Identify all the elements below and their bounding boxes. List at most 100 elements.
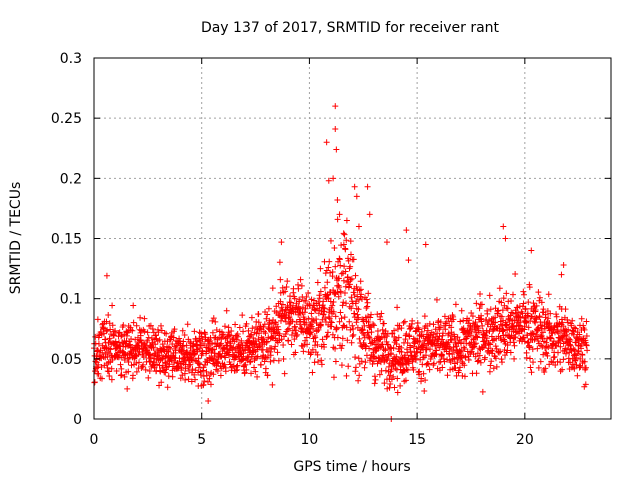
data-point [326, 258, 333, 265]
data-point [327, 298, 334, 305]
data-point [578, 345, 585, 352]
data-point [343, 324, 350, 331]
data-point [517, 319, 524, 326]
data-point [581, 326, 588, 333]
data-point [560, 340, 567, 347]
data-point [239, 356, 246, 363]
data-point [347, 238, 354, 245]
data-point [529, 330, 536, 337]
data-point [336, 211, 343, 218]
data-point [355, 314, 362, 321]
data-point [562, 350, 569, 357]
data-point [107, 326, 114, 333]
data-point [539, 329, 546, 336]
data-point [403, 366, 410, 373]
data-point [187, 338, 194, 345]
data-point [466, 322, 473, 329]
data-point [160, 344, 167, 351]
data-point [286, 314, 293, 321]
data-point [317, 288, 324, 295]
data-point [164, 348, 171, 355]
data-point [461, 362, 468, 369]
data-point [504, 342, 511, 349]
y-axis-label: SRMTID / TECUs [8, 182, 24, 295]
data-point [284, 278, 291, 285]
data-point [308, 310, 315, 317]
data-point [248, 314, 255, 321]
data-point [398, 349, 405, 356]
data-point [282, 288, 289, 295]
data-point [487, 306, 494, 313]
data-point [365, 333, 372, 340]
data-point [340, 322, 347, 329]
data-point [263, 338, 270, 345]
data-point [400, 319, 407, 326]
data-point [321, 343, 328, 350]
data-point [338, 242, 345, 249]
data-point [519, 310, 526, 317]
data-point [559, 366, 566, 373]
data-point [502, 235, 509, 242]
data-point [201, 340, 208, 347]
data-point [394, 375, 401, 382]
data-point [498, 313, 505, 320]
data-point [274, 323, 281, 330]
data-point [196, 361, 203, 368]
data-point [319, 336, 326, 343]
data-point [582, 381, 589, 388]
data-point [149, 339, 156, 346]
data-point [232, 321, 239, 328]
data-point [178, 364, 185, 371]
data-point [285, 337, 292, 344]
data-point [179, 372, 186, 379]
data-point [288, 332, 295, 339]
data-point [296, 298, 303, 305]
data-point [546, 361, 553, 368]
data-point [264, 354, 271, 361]
data-point [569, 317, 576, 324]
data-point [391, 327, 398, 334]
data-point [291, 295, 298, 302]
data-point [128, 335, 135, 342]
data-point [443, 318, 450, 325]
data-point [292, 349, 299, 356]
data-point [277, 289, 284, 296]
y-tick-label: 0 [73, 412, 82, 428]
data-point [267, 348, 274, 355]
data-point [533, 302, 540, 309]
data-point [324, 329, 331, 336]
data-point [321, 284, 328, 291]
data-point [167, 345, 174, 352]
data-point [424, 327, 431, 334]
data-point [484, 310, 491, 317]
data-point [520, 291, 527, 298]
data-point [560, 323, 567, 330]
data-point [133, 359, 140, 366]
data-point [279, 307, 286, 314]
data-point [204, 337, 211, 344]
data-point [301, 316, 308, 323]
data-point [564, 319, 571, 326]
data-point [510, 339, 517, 346]
data-point [489, 337, 496, 344]
data-point [382, 367, 389, 374]
data-point [353, 319, 360, 326]
data-point [458, 307, 465, 314]
data-point [125, 358, 132, 365]
data-point [560, 261, 567, 268]
data-point [520, 334, 527, 341]
data-point [492, 319, 499, 326]
data-point [159, 362, 166, 369]
data-point [291, 336, 298, 343]
data-point [477, 291, 484, 298]
data-point [534, 327, 541, 334]
data-point [145, 374, 152, 381]
data-point [120, 322, 127, 329]
data-point [341, 231, 348, 238]
data-point [314, 341, 321, 348]
data-point [334, 289, 341, 296]
data-point [479, 322, 486, 329]
data-point [367, 314, 374, 321]
data-point [103, 344, 110, 351]
data-point [99, 349, 106, 356]
